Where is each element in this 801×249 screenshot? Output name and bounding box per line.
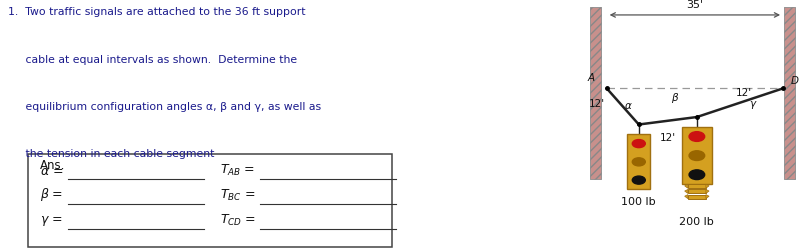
Text: $\alpha$: $\alpha$: [625, 101, 633, 111]
Circle shape: [689, 151, 705, 160]
Text: 35': 35': [686, 0, 703, 10]
Text: 100 lb: 100 lb: [622, 197, 656, 207]
Text: B: B: [627, 134, 634, 144]
Text: equilibrium configuration angles α, β and γ, as well as: equilibrium configuration angles α, β an…: [8, 102, 321, 112]
Text: the tension in each cable segment: the tension in each cable segment: [8, 149, 215, 159]
Text: $\alpha$ =: $\alpha$ =: [40, 165, 63, 178]
Text: $T_{CD}$ =: $T_{CD}$ =: [220, 213, 256, 228]
Bar: [28, 154, 392, 247]
Circle shape: [689, 170, 705, 180]
Bar: [590, 7, 601, 179]
Bar: [783, 7, 795, 179]
Polygon shape: [685, 184, 688, 188]
Bar: [682, 127, 712, 184]
Bar: [688, 184, 706, 188]
Text: 12': 12': [736, 88, 752, 98]
Bar: [590, 7, 601, 179]
Text: $T_{AB}$ =: $T_{AB}$ =: [220, 163, 256, 178]
Polygon shape: [706, 195, 709, 199]
Text: 1.  Two traffic signals are attached to the 36 ft support: 1. Two traffic signals are attached to t…: [8, 7, 305, 17]
Text: 200 lb: 200 lb: [679, 217, 714, 227]
Text: D: D: [791, 76, 799, 86]
Text: $\gamma$ =: $\gamma$ =: [40, 214, 62, 228]
Polygon shape: [685, 195, 688, 199]
Circle shape: [689, 132, 705, 141]
Bar: [688, 195, 706, 199]
Polygon shape: [706, 184, 709, 188]
Circle shape: [632, 139, 646, 148]
Bar: [627, 134, 650, 189]
Text: 12': 12': [589, 99, 605, 109]
Text: A: A: [588, 73, 594, 83]
Bar: [783, 7, 795, 179]
Polygon shape: [706, 189, 709, 193]
Bar: [688, 189, 706, 193]
Text: $\beta$: $\beta$: [670, 91, 679, 105]
Text: $T_{BC}$ =: $T_{BC}$ =: [220, 188, 256, 203]
Circle shape: [632, 176, 646, 184]
Text: Ans.: Ans.: [40, 159, 66, 172]
Circle shape: [632, 158, 646, 166]
Polygon shape: [685, 189, 688, 193]
Text: $\gamma$: $\gamma$: [749, 99, 757, 111]
Text: $\beta$ =: $\beta$ =: [40, 186, 63, 203]
Text: cable at equal intervals as shown.  Determine the: cable at equal intervals as shown. Deter…: [8, 55, 297, 65]
Text: 12': 12': [660, 133, 676, 143]
Text: C: C: [701, 127, 708, 137]
